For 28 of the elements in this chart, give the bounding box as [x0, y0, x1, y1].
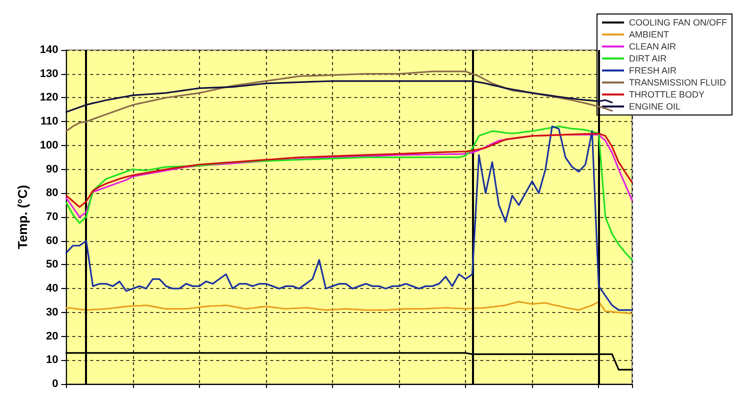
y-tick-label: 50	[46, 258, 58, 271]
y-tick-label: 40	[46, 282, 58, 295]
y-tick-label: 120	[40, 92, 58, 104]
line-series	[65, 126, 633, 311]
y-tick-label: 100	[40, 139, 58, 152]
y-tick-label: 60	[46, 234, 58, 247]
y-tick-label: 20	[46, 330, 58, 342]
y-tick-label: 110	[40, 116, 58, 128]
legend-label: THROTTLE BODY	[628, 90, 705, 100]
legend-label: ENGINE OIL	[628, 102, 681, 112]
y-tick-label: 70	[46, 211, 58, 223]
y-tick-label: 140	[40, 44, 58, 56]
y-tick-label: 130	[40, 68, 58, 80]
y-tick-label: 90	[46, 163, 58, 176]
y-tick-label: 80	[46, 187, 58, 200]
legend-label: TRANSMISSION FLUID	[628, 78, 727, 88]
y-tick-label: 10	[46, 354, 58, 366]
y-tick-label: 0	[52, 378, 58, 390]
line-series	[65, 300, 633, 314]
legend-label: CLEAN AIR	[628, 42, 677, 52]
legend-label: FRESH AIR	[628, 66, 678, 76]
legend-label: COOLING FAN ON/OFF	[628, 18, 728, 28]
y-tick-label: 30	[46, 306, 58, 318]
legend-label: AMBIENT	[628, 30, 670, 40]
line-series	[65, 80, 613, 113]
line-series	[65, 126, 633, 261]
legend-label: DIRT AIR	[628, 54, 668, 64]
y-axis-title: Temp. (°C)	[15, 184, 30, 250]
